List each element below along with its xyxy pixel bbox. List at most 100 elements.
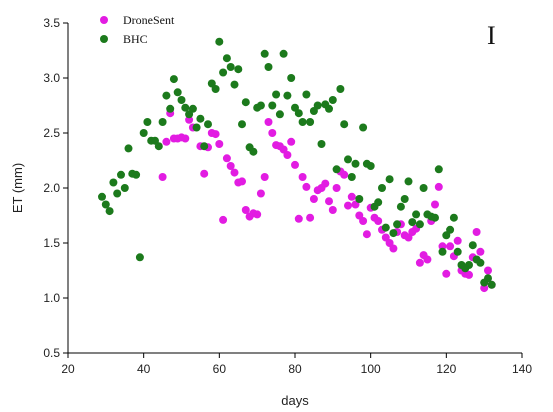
data-point [219,68,228,77]
data-point [415,220,424,229]
data-point [480,284,489,293]
y-axis-ticks: 0.5 1.0 1.5 2.0 2.5 3.0 3.5 [43,16,68,360]
data-point [396,202,405,211]
data-point [256,189,265,198]
data-point [113,189,122,198]
data-point [279,49,288,58]
data-point [476,258,485,267]
data-point [226,63,235,71]
data-point [355,195,364,203]
data-point [344,201,352,210]
data-point [374,198,383,207]
data-point [389,244,398,253]
data-point [359,217,368,225]
data-point [298,173,307,181]
data-point [431,213,439,222]
data-point [287,74,296,82]
data-point [476,247,485,256]
data-point [181,134,190,143]
data-point [381,223,390,232]
data-point [336,85,345,93]
data-point [287,137,296,146]
data-point [415,258,424,267]
data-point [453,236,462,245]
y-tick-label: 2.0 [43,181,60,195]
data-point [98,192,106,201]
data-point [408,218,417,227]
y-tick-label: 3.5 [43,16,60,30]
data-point [385,175,394,184]
data-point [188,104,197,113]
data-point [332,165,341,174]
data-point [328,206,337,214]
data-point [260,49,269,58]
x-tick-label: 100 [361,362,381,376]
legend: DroneSent BHC [100,13,175,46]
data-point [215,37,224,46]
data-point [256,101,265,110]
data-point [309,195,318,203]
data-point [143,118,152,126]
data-point [362,230,371,239]
data-point [222,154,231,163]
data-point [173,88,182,97]
data-point [211,85,220,93]
data-point [306,213,315,222]
data-point [230,168,239,177]
data-point [272,90,281,99]
data-point [241,206,250,214]
series-dronesent [158,109,496,293]
data-point [487,280,496,289]
x-tick-label: 120 [436,362,456,376]
data-point [302,182,311,191]
data-point [253,210,262,219]
data-point [196,114,205,123]
data-point [412,210,421,219]
data-point [313,101,322,110]
y-tick-label: 3.0 [43,71,60,85]
data-point [105,207,114,216]
data-point [321,179,330,188]
data-point [185,115,194,124]
data-point [340,170,349,179]
data-point [434,182,443,191]
data-point [302,90,311,99]
x-tick-label: 80 [288,362,302,376]
y-axis-title: ET (mm) [10,163,25,213]
data-point [438,242,447,251]
data-point [332,184,341,192]
data-point [294,109,303,118]
data-point [453,247,462,256]
data-point [260,173,269,181]
data-point [347,192,356,201]
legend-marker-dronesent [100,16,108,24]
data-point [124,144,133,153]
data-point [211,130,220,139]
data-point [238,177,246,186]
y-tick-label: 0.5 [43,346,60,360]
plot-area [98,37,496,293]
data-point [344,155,352,164]
data-point [351,159,360,168]
data-point [177,96,186,104]
legend-label-dronesent: DroneSent [123,13,175,27]
data-point [283,151,292,159]
data-point [192,123,201,132]
data-point [294,214,303,223]
series-bhc [98,37,496,289]
data-point [419,184,428,192]
data-point [215,140,224,148]
data-point [169,75,178,84]
data-point [154,142,163,151]
legend-label-bhc: BHC [123,32,148,46]
data-point [484,274,492,283]
data-point [465,261,473,269]
data-point [249,147,258,156]
panel-label: I [487,21,496,50]
data-point [465,270,473,279]
data-point [389,229,398,238]
y-tick-label: 1.5 [43,236,60,250]
data-point [120,184,129,192]
